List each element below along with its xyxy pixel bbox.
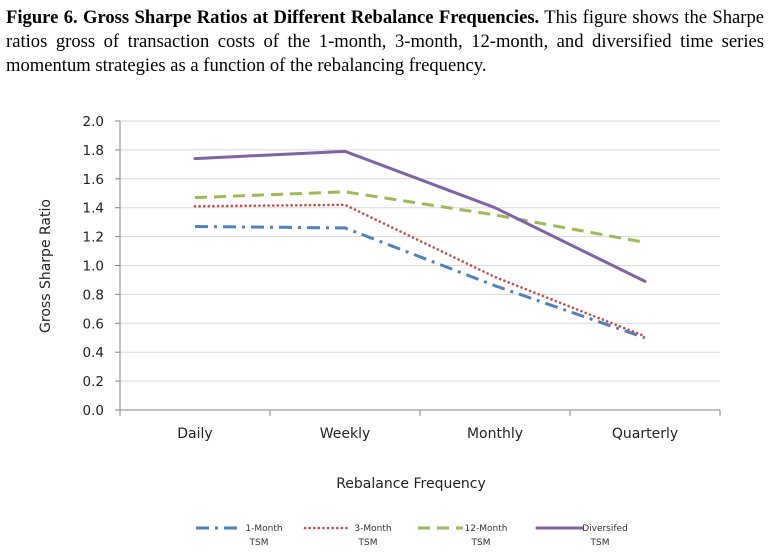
gridlines	[120, 120, 720, 382]
x-tick-label: Monthly	[467, 426, 523, 442]
x-axis: Daily Weekly Monthly Quarterly	[119, 409, 721, 442]
legend-label-suffix: TSM	[249, 538, 269, 548]
y-axis: 0.0 0.2 0.4 0.6 0.8 1.0 1.2 1.4 1.6 1.8 2.0	[83, 114, 121, 419]
legend-item: 3-Month TSM	[303, 524, 392, 548]
y-tick-label: 0.4	[83, 345, 104, 361]
y-tick-label: 2.0	[83, 114, 104, 130]
series-line-12-month	[194, 190, 646, 244]
legend-label: 12-Month	[465, 524, 508, 534]
legend-label: Diversifed	[582, 524, 628, 534]
caption-body: This figure shows the Sharpe ratios gros…	[6, 7, 764, 76]
y-tick-label: 1.0	[83, 259, 104, 275]
legend: 1-MonthTSM3-MonthTSM12-MonthTSMDiversife…	[196, 524, 628, 548]
x-tick-label: Weekly	[320, 426, 371, 442]
legend-label-suffix: TSM	[471, 538, 491, 548]
x-axis-title: Rebalance Frequency	[336, 476, 486, 492]
legend-label: 3-Month	[354, 524, 391, 534]
y-tick-label: 1.6	[83, 172, 104, 188]
series-line-3-month	[193, 203, 647, 338]
series-lines	[193, 149, 647, 340]
caption-title: Figure 6. Gross Sharpe Ratios at Differe…	[6, 7, 540, 28]
legend-label: 1-Month	[245, 524, 282, 534]
legend-label-suffix: TSM	[358, 538, 378, 548]
series-line-diversifed	[193, 149, 647, 283]
y-tick-label: 0.6	[83, 316, 104, 332]
y-tick-label: 0.2	[83, 374, 104, 390]
y-tick-label: 0.0	[83, 403, 104, 419]
x-tick-label: Daily	[177, 426, 212, 442]
legend-item: 12-Month TSM	[418, 524, 507, 548]
legend-label-suffix: TSM	[590, 538, 610, 548]
figure-caption: Figure 6. Gross Sharpe Ratios at Differe…	[6, 6, 764, 78]
series-line-1-month	[194, 224, 646, 340]
x-tick-label: Quarterly	[612, 426, 678, 442]
y-axis-title: Gross Sharpe Ratio	[38, 199, 54, 333]
legend-item: 1-Month TSM	[196, 524, 283, 548]
y-tick-label: 1.4	[83, 201, 104, 217]
y-tick-label: 1.2	[83, 230, 104, 246]
y-tick-label: 1.8	[83, 143, 104, 159]
y-tick-label: 0.8	[83, 287, 104, 303]
legend-item: Diversifed TSM	[535, 524, 628, 548]
